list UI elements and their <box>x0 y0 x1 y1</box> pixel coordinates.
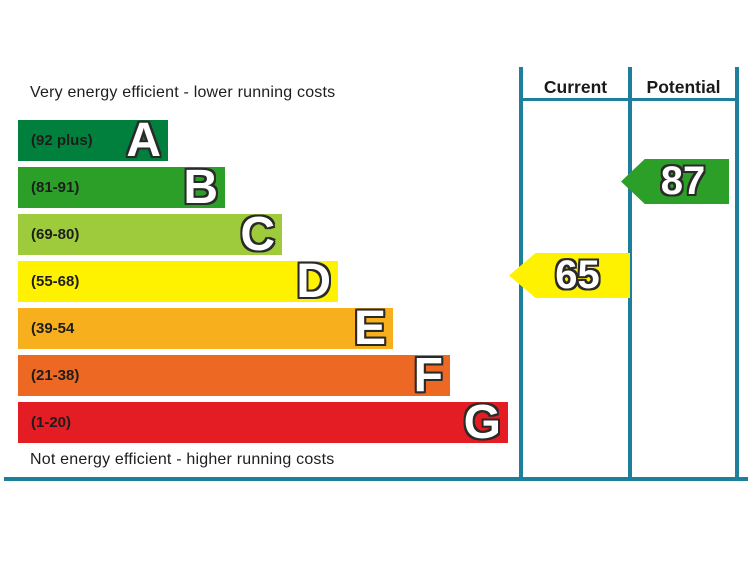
band-row-f: (21-38) F <box>18 349 450 402</box>
band-range-label: (81-91) <box>31 179 80 196</box>
band-letter: F <box>413 349 443 402</box>
band-range-label: (92 plus) <box>31 132 93 149</box>
column-header-potential: Potential <box>646 76 721 97</box>
column-header-current: Current <box>543 76 608 97</box>
band-letter: C <box>240 208 275 261</box>
band-range-label: (39-54 <box>31 320 75 337</box>
table-bottom-border <box>4 477 748 481</box>
band-row-d: (55-68) D <box>18 255 338 308</box>
caption-very-efficient: Very energy efficient - lower running co… <box>30 84 336 101</box>
current-rating-arrow: 65 <box>509 253 630 298</box>
table-header-underline <box>519 98 739 101</box>
caption-not-efficient: Not energy efficient - higher running co… <box>30 451 335 468</box>
table-divider-middle <box>628 67 632 481</box>
band-range-label: (21-38) <box>31 367 80 384</box>
band-range-label: (1-20) <box>31 414 72 431</box>
band-letter: G <box>463 396 501 449</box>
band-range-label: (69-80) <box>31 226 80 243</box>
potential-rating-value: 87 <box>660 159 706 203</box>
band-letter: B <box>183 161 218 214</box>
band-row-e: (39-54 E <box>18 302 393 355</box>
band-row-c: (69-80) C <box>18 208 282 261</box>
band-letter: A <box>126 114 161 167</box>
band-letter: E <box>353 302 386 355</box>
band-range-label: (55-68) <box>31 273 80 290</box>
band-row-b: (81-91) B <box>18 161 225 214</box>
band-row-g: (1-20) G <box>18 396 508 449</box>
table-divider-right <box>735 67 739 481</box>
band-letter: D <box>296 255 331 308</box>
potential-rating-arrow: 87 <box>621 159 729 204</box>
band-row-a: (92 plus) A <box>18 114 168 167</box>
current-rating-value: 65 <box>555 253 600 297</box>
